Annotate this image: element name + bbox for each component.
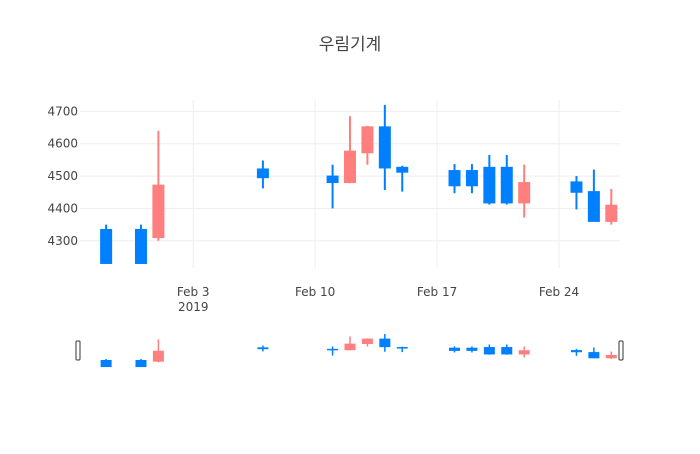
candle-increasing xyxy=(605,189,618,225)
candle-decreasing xyxy=(448,164,461,194)
slider-candle xyxy=(361,338,373,347)
x-tick-label: Feb 3 xyxy=(177,285,210,299)
y-tick-label: 4400 xyxy=(47,201,78,215)
candle-decreasing xyxy=(396,165,409,192)
slider-candle xyxy=(100,358,112,368)
candle-body xyxy=(518,182,531,204)
slider-candle xyxy=(257,345,269,352)
slider-candle-body xyxy=(361,338,373,344)
slider-candle-body xyxy=(466,347,478,351)
y-tick-label: 4500 xyxy=(47,169,78,183)
y-tick-label: 4300 xyxy=(47,234,78,248)
candle-body xyxy=(500,166,513,204)
slider-candle-body xyxy=(396,347,408,349)
slider-candle xyxy=(501,344,513,355)
x-tick-label: Feb 17 xyxy=(417,285,457,299)
slider-candle xyxy=(570,348,582,356)
slider-candle xyxy=(449,346,461,353)
candle-decreasing xyxy=(378,104,391,190)
slider-candle xyxy=(327,346,339,356)
candle-body xyxy=(326,175,339,184)
candle-decreasing xyxy=(483,155,496,205)
range-slider-right-handle[interactable] xyxy=(618,340,624,361)
slider-candle xyxy=(344,336,356,351)
y-tick-label: 4700 xyxy=(47,104,78,118)
candle-body xyxy=(361,126,374,154)
slider-candle-body xyxy=(257,347,269,350)
candle-body xyxy=(152,184,165,239)
candle-body xyxy=(344,150,356,184)
candle-decreasing xyxy=(326,164,339,209)
y-axis-ticks: 4300 4400 4500 4600 4700 xyxy=(47,104,78,247)
x-tick-label: Feb 10 xyxy=(295,285,335,299)
slider-candle xyxy=(135,358,147,368)
slider-candle-body xyxy=(518,350,530,355)
chart-title: 우림기계 xyxy=(319,35,382,55)
candle-increasing xyxy=(152,130,165,241)
candle-increasing xyxy=(361,125,374,165)
candle-decreasing xyxy=(256,160,269,189)
slider-candle-body xyxy=(100,359,112,368)
candle-body xyxy=(605,204,618,222)
range-slider-left-handle[interactable] xyxy=(75,340,81,361)
slider-candle-body xyxy=(344,343,356,351)
candle-decreasing xyxy=(465,164,478,194)
y-tick-label: 4600 xyxy=(47,137,78,151)
slider-candle xyxy=(379,334,391,352)
candle-body xyxy=(134,228,147,264)
candle-body xyxy=(448,170,461,187)
candle-decreasing xyxy=(587,169,600,222)
slider-candle xyxy=(518,346,530,358)
slider-candle xyxy=(152,339,164,363)
candle-body xyxy=(100,228,113,264)
candles xyxy=(100,104,618,264)
candle-body xyxy=(378,126,391,169)
slider-candle-body xyxy=(588,352,600,359)
slider-candle xyxy=(588,347,600,359)
candle-decreasing xyxy=(570,176,583,210)
candle-decreasing xyxy=(500,155,513,205)
slider-candle xyxy=(466,346,478,353)
candle-body xyxy=(396,166,409,173)
slider-candle-body xyxy=(379,338,391,348)
slider-candle-body xyxy=(483,347,495,355)
x-tick-label: Feb 24 xyxy=(539,285,579,299)
slider-candle-body xyxy=(570,350,582,353)
slider-candle-body xyxy=(327,348,339,351)
candle-body xyxy=(256,168,269,179)
slider-candle xyxy=(396,346,408,353)
slider-candle xyxy=(483,344,495,355)
slider-candle-body xyxy=(605,354,617,359)
candle-decreasing xyxy=(134,224,147,264)
x-tick-sublabel: 2019 xyxy=(178,300,209,314)
candle-body xyxy=(570,181,583,193)
range-slider[interactable] xyxy=(75,334,624,368)
candle-decreasing xyxy=(100,224,113,264)
candle-increasing xyxy=(518,164,531,218)
slider-candle-body xyxy=(152,350,164,362)
candle-increasing xyxy=(344,116,356,184)
slider-candle xyxy=(605,351,617,359)
candle-body xyxy=(587,191,600,222)
slider-candle-body xyxy=(501,347,513,355)
candle-body xyxy=(465,170,478,187)
slider-candle-body xyxy=(135,359,147,368)
candle-body xyxy=(483,166,496,204)
slider-candle-body xyxy=(449,347,461,351)
